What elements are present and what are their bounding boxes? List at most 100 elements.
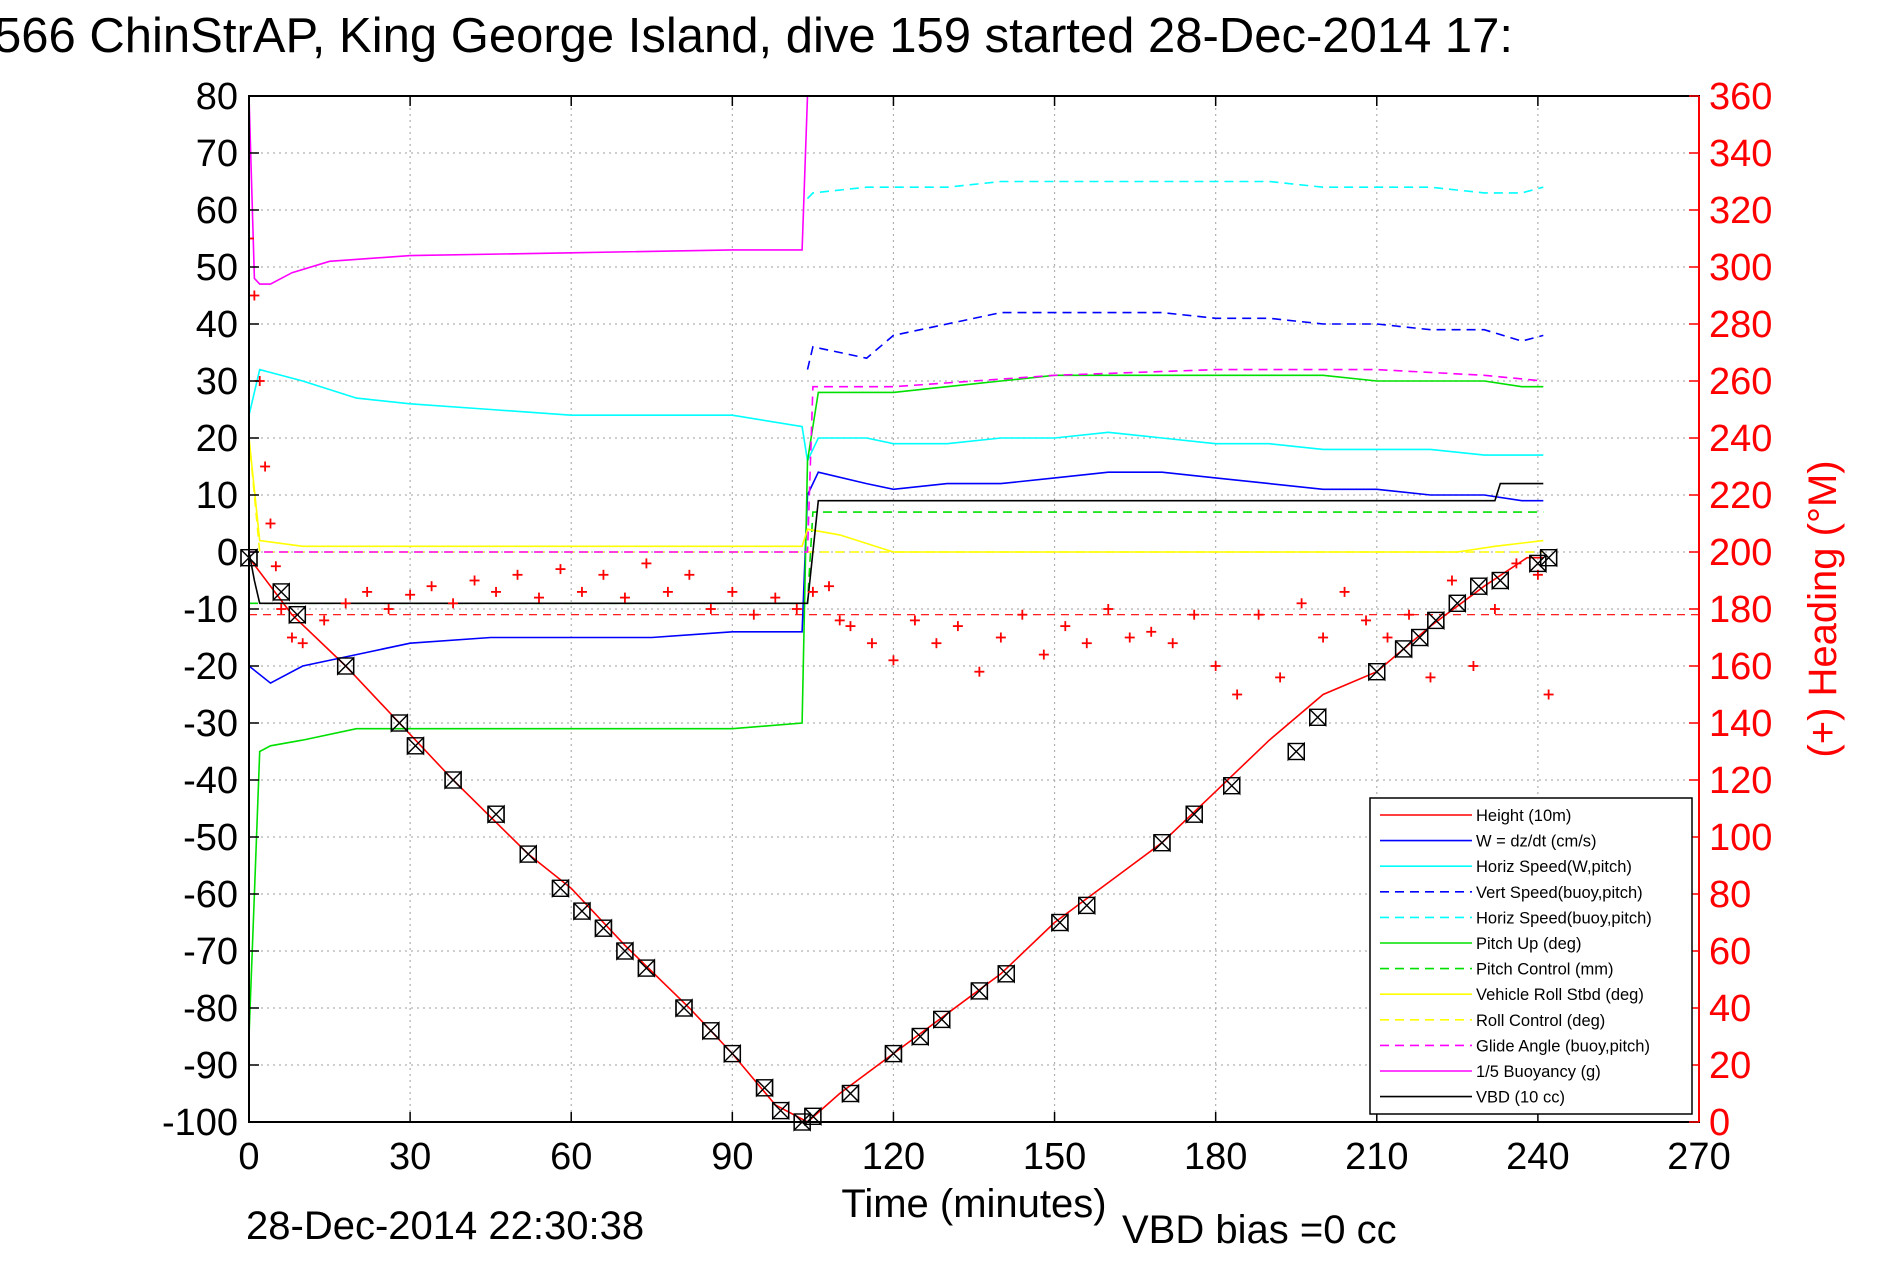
y2-tick-label: 0: [1709, 1102, 1730, 1144]
legend-label: Vert Speed(buoy,pitch): [1476, 884, 1643, 902]
y-tick-label: 30: [196, 361, 238, 403]
y2-tick-label: 100: [1709, 817, 1772, 859]
y2-tick-label: 200: [1709, 532, 1772, 574]
heading-point: [276, 604, 287, 614]
heading-point: [952, 621, 963, 632]
heading-point: [791, 604, 802, 614]
heading-point: [974, 666, 985, 677]
heading-point: [426, 581, 437, 592]
chart-title: 566 ChinStrAP, King George Island, dive …: [0, 9, 1513, 63]
y-tick-label: 70: [196, 133, 238, 175]
sample-marker: [406, 736, 425, 756]
sample-marker: [1153, 833, 1171, 853]
heading-point: [1468, 661, 1479, 671]
sample-marker: [1539, 548, 1558, 568]
sample-marker: [771, 1100, 790, 1121]
sample-marker: [1427, 610, 1445, 631]
marker-layer: [240, 548, 1558, 1132]
heading-point: [807, 586, 818, 597]
heading-point: [1382, 632, 1393, 643]
heading-point: [1543, 689, 1554, 700]
y-tick-label: -70: [183, 931, 238, 973]
series-line-pitch-up-deg: [249, 374, 1544, 1037]
y2-tick-label: 320: [1709, 190, 1772, 232]
heading-point: [824, 581, 834, 592]
x-tick-label: 240: [1506, 1136, 1569, 1178]
heading-point: [995, 632, 1006, 643]
x-tick-label: 0: [238, 1136, 259, 1178]
heading-point: [260, 461, 271, 472]
y-tick-label: 80: [196, 76, 238, 118]
heading-point: [383, 604, 394, 614]
heading-point: [1446, 575, 1457, 586]
heading-point: [1167, 638, 1178, 649]
heading-point: [1189, 609, 1200, 620]
heading-point: [641, 558, 652, 569]
heading-point: [512, 569, 523, 580]
heading-point: [1253, 609, 1264, 620]
y2-tick-label: 240: [1709, 418, 1772, 460]
sample-marker: [1368, 662, 1386, 682]
heading-point: [297, 638, 308, 649]
legend-item: Height (10m): [1380, 807, 1571, 825]
legend-label: Height (10m): [1476, 807, 1571, 825]
y2-tick-label: 140: [1709, 703, 1772, 745]
sample-marker: [675, 998, 693, 1018]
legend-label: W = dz/dt (cm/s): [1476, 833, 1597, 851]
heading-point: [619, 592, 630, 603]
sample-marker: [1223, 776, 1241, 796]
heading-point: [845, 621, 856, 632]
heading-point: [1103, 604, 1114, 614]
heading-point: [888, 655, 899, 666]
heading-point: [286, 632, 297, 643]
sample-marker: [841, 1083, 860, 1104]
sample-marker: [1470, 576, 1488, 596]
y-tick-label: 40: [196, 304, 238, 346]
y2-tick-label: 180: [1709, 589, 1772, 631]
sample-marker: [1448, 593, 1467, 613]
heading-point: [931, 638, 942, 649]
sample-marker: [970, 981, 989, 1001]
heading-point: [1232, 689, 1243, 700]
heading-point: [1146, 626, 1157, 637]
x-tick-label: 30: [389, 1136, 431, 1178]
sample-marker: [1051, 912, 1069, 933]
heading-point: [684, 569, 695, 580]
series-line-vbd-10-cc: [249, 482, 1544, 605]
sample-marker: [723, 1043, 742, 1064]
y-tick-label: 50: [196, 247, 238, 289]
legend-item: Horiz Speed(W,pitch): [1380, 858, 1632, 876]
x-tick-label: 150: [1023, 1136, 1086, 1178]
sample-marker: [551, 878, 570, 898]
y2-tick-label: 60: [1709, 931, 1751, 973]
heading-point: [727, 586, 738, 597]
sample-marker: [933, 1009, 951, 1030]
heading-point: [534, 592, 544, 603]
y2-tick-label: 20: [1709, 1045, 1751, 1087]
x-tick-label: 60: [550, 1136, 592, 1178]
series-line-horiz-speed-buoy-pitch: [806, 180, 1544, 200]
series-line-vert-speed-buoy-pitch: [806, 311, 1544, 370]
heading-point: [319, 615, 330, 626]
legend-item: W = dz/dt (cm/s): [1380, 833, 1597, 851]
heading-point: [249, 290, 260, 301]
axes-ticks: 0 30 60 90 120 150 180 210 240 270-100-90-80-70-6…: [162, 76, 1772, 1178]
series-line-height-10m: [249, 556, 1544, 1122]
legend-item: Pitch Up (deg): [1380, 935, 1581, 953]
sample-marker: [997, 964, 1015, 984]
y-tick-label: -30: [183, 703, 238, 745]
y-tick-label: 60: [196, 190, 238, 232]
heading-point: [362, 586, 373, 597]
sample-marker: [637, 958, 656, 978]
x-tick-label: 210: [1345, 1136, 1408, 1178]
sample-marker: [519, 844, 537, 864]
sample-marker: [755, 1078, 774, 1098]
legend-item: 1/5 Buoyancy (g): [1380, 1063, 1601, 1081]
heading-point: [1017, 609, 1028, 620]
y-tick-label: -90: [183, 1045, 238, 1087]
sample-marker: [911, 1026, 929, 1047]
series-line-glide-angle-buoy-pitch: [249, 368, 1544, 553]
y-tick-label: -40: [183, 760, 238, 802]
heading-point: [1511, 558, 1522, 569]
sample-marker: [804, 1106, 822, 1126]
